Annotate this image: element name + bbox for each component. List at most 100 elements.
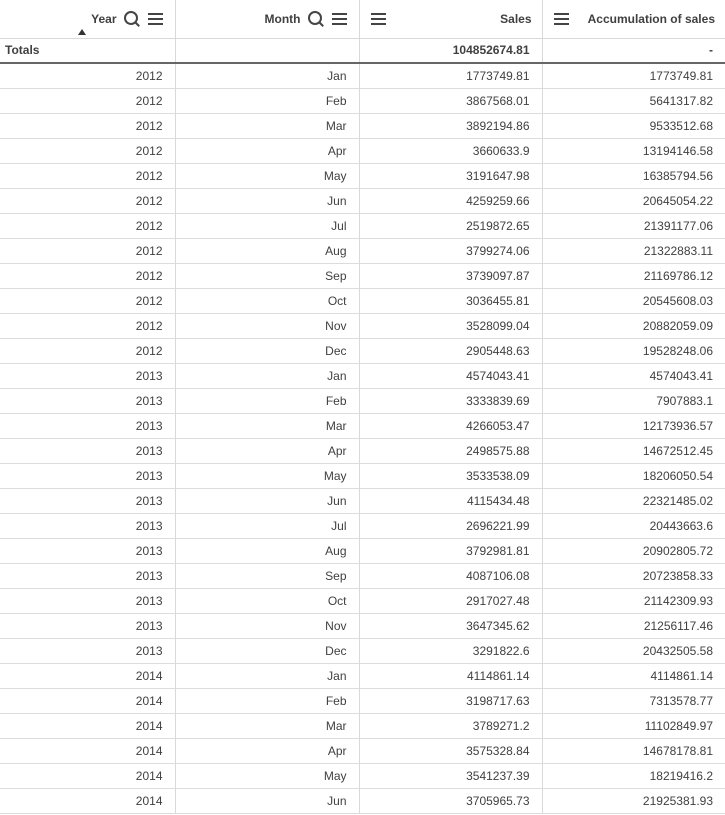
cell-year[interactable]: 2013 xyxy=(0,513,176,539)
cell-year[interactable]: 2013 xyxy=(0,413,176,439)
cell-year[interactable]: 2013 xyxy=(0,613,176,639)
cell-year[interactable]: 2014 xyxy=(0,763,176,789)
table-row[interactable]: 2013 Nov 3647345.62 21256117.46 xyxy=(0,613,725,639)
table-row[interactable]: 2013 Jun 4115434.48 22321485.02 xyxy=(0,488,725,514)
cell-year[interactable]: 2013 xyxy=(0,463,176,489)
table-row[interactable]: 2013 Jan 4574043.41 4574043.41 xyxy=(0,363,725,389)
cell-month[interactable]: Oct xyxy=(175,288,360,314)
cell-month[interactable]: May xyxy=(175,763,360,789)
cell-year[interactable]: 2012 xyxy=(0,213,176,239)
column-header-accumulation[interactable]: Accumulation of sales xyxy=(542,0,725,39)
cell-month[interactable]: May xyxy=(175,463,360,489)
cell-year[interactable]: 2014 xyxy=(0,663,176,689)
cell-year[interactable]: 2013 xyxy=(0,588,176,614)
cell-year[interactable]: 2012 xyxy=(0,238,176,264)
cell-year[interactable]: 2013 xyxy=(0,488,176,514)
cell-year[interactable]: 2014 xyxy=(0,788,176,814)
table-row[interactable]: 2013 Feb 3333839.69 7907883.1 xyxy=(0,388,725,414)
cell-month[interactable]: Mar xyxy=(175,413,360,439)
table-row[interactable]: 2013 Jul 2696221.99 20443663.6 xyxy=(0,513,725,539)
table-row[interactable]: 2014 Mar 3789271.2 11102849.97 xyxy=(0,713,725,739)
search-icon[interactable] xyxy=(307,10,325,27)
cell-month[interactable]: Jul xyxy=(175,213,360,239)
cell-month[interactable]: Jul xyxy=(175,513,360,539)
cell-month[interactable]: Jun xyxy=(175,488,360,514)
menu-icon[interactable] xyxy=(370,11,388,27)
cell-year[interactable]: 2013 xyxy=(0,563,176,589)
table-row[interactable]: 2013 Sep 4087106.08 20723858.33 xyxy=(0,563,725,589)
cell-month[interactable]: Sep xyxy=(175,563,360,589)
cell-month[interactable]: Jan xyxy=(175,363,360,389)
table-row[interactable]: 2012 Nov 3528099.04 20882059.09 xyxy=(0,313,725,339)
column-header-year[interactable]: Year xyxy=(0,0,176,39)
cell-year[interactable]: 2012 xyxy=(0,188,176,214)
cell-month[interactable]: Oct xyxy=(175,588,360,614)
cell-month[interactable]: Feb xyxy=(175,688,360,714)
table-row[interactable]: 2013 Mar 4266053.47 12173936.57 xyxy=(0,413,725,439)
cell-month[interactable]: Nov xyxy=(175,313,360,339)
cell-year[interactable]: 2014 xyxy=(0,713,176,739)
menu-icon[interactable] xyxy=(331,11,349,27)
table-row[interactable]: 2014 Jun 3705965.73 21925381.93 xyxy=(0,788,725,814)
cell-year[interactable]: 2012 xyxy=(0,163,176,189)
cell-month[interactable]: Mar xyxy=(175,113,360,139)
column-header-month[interactable]: Month xyxy=(175,0,360,39)
cell-month[interactable]: Jun xyxy=(175,788,360,814)
table-row[interactable]: 2014 May 3541237.39 18219416.2 xyxy=(0,763,725,789)
cell-year[interactable]: 2012 xyxy=(0,313,176,339)
cell-month[interactable]: Feb xyxy=(175,388,360,414)
cell-month[interactable]: Nov xyxy=(175,613,360,639)
table-row[interactable]: 2012 Feb 3867568.01 5641317.82 xyxy=(0,88,725,114)
cell-month[interactable]: Apr xyxy=(175,738,360,764)
cell-year[interactable]: 2012 xyxy=(0,138,176,164)
cell-year[interactable]: 2014 xyxy=(0,688,176,714)
cell-month[interactable]: Jun xyxy=(175,188,360,214)
table-row[interactable]: 2012 Jan 1773749.81 1773749.81 xyxy=(0,63,725,89)
cell-year[interactable]: 2012 xyxy=(0,63,176,89)
table-row[interactable]: 2013 May 3533538.09 18206050.54 xyxy=(0,463,725,489)
table-row[interactable]: 2013 Apr 2498575.88 14672512.45 xyxy=(0,438,725,464)
cell-year[interactable]: 2012 xyxy=(0,113,176,139)
cell-year[interactable]: 2013 xyxy=(0,388,176,414)
table-row[interactable]: 2014 Apr 3575328.84 14678178.81 xyxy=(0,738,725,764)
cell-month[interactable]: Sep xyxy=(175,263,360,289)
cell-month[interactable]: Apr xyxy=(175,438,360,464)
column-header-sales[interactable]: Sales xyxy=(359,0,543,39)
cell-year[interactable]: 2013 xyxy=(0,363,176,389)
table-row[interactable]: 2013 Aug 3792981.81 20902805.72 xyxy=(0,538,725,564)
cell-year[interactable]: 2013 xyxy=(0,538,176,564)
cell-month[interactable]: Feb xyxy=(175,88,360,114)
table-row[interactable]: 2012 May 3191647.98 16385794.56 xyxy=(0,163,725,189)
table-row[interactable]: 2013 Dec 3291822.6 20432505.58 xyxy=(0,638,725,664)
cell-month[interactable]: Aug xyxy=(175,238,360,264)
table-row[interactable]: 2014 Feb 3198717.63 7313578.77 xyxy=(0,688,725,714)
cell-month[interactable]: Aug xyxy=(175,538,360,564)
table-row[interactable]: 2012 Jun 4259259.66 20645054.22 xyxy=(0,188,725,214)
cell-year[interactable]: 2013 xyxy=(0,638,176,664)
table-row[interactable]: 2014 Jan 4114861.14 4114861.14 xyxy=(0,663,725,689)
cell-month[interactable]: May xyxy=(175,163,360,189)
cell-year[interactable]: 2012 xyxy=(0,338,176,364)
cell-year[interactable]: 2014 xyxy=(0,738,176,764)
table-row[interactable]: 2012 Mar 3892194.86 9533512.68 xyxy=(0,113,725,139)
cell-month[interactable]: Jan xyxy=(175,663,360,689)
table-row[interactable]: 2012 Sep 3739097.87 21169786.12 xyxy=(0,263,725,289)
table-row[interactable]: 2012 Jul 2519872.65 21391177.06 xyxy=(0,213,725,239)
table-row[interactable]: 2012 Aug 3799274.06 21322883.11 xyxy=(0,238,725,264)
table-row[interactable]: 2012 Dec 2905448.63 19528248.06 xyxy=(0,338,725,364)
cell-year[interactable]: 2012 xyxy=(0,288,176,314)
table-row[interactable]: 2013 Oct 2917027.48 21142309.93 xyxy=(0,588,725,614)
cell-month[interactable]: Dec xyxy=(175,638,360,664)
cell-month[interactable]: Dec xyxy=(175,338,360,364)
cell-month[interactable]: Apr xyxy=(175,138,360,164)
cell-month[interactable]: Mar xyxy=(175,713,360,739)
table-row[interactable]: 2012 Apr 3660633.9 13194146.58 xyxy=(0,138,725,164)
cell-year[interactable]: 2012 xyxy=(0,88,176,114)
table-row[interactable]: 2012 Oct 3036455.81 20545608.03 xyxy=(0,288,725,314)
menu-icon[interactable] xyxy=(147,11,165,27)
menu-icon[interactable] xyxy=(553,11,571,27)
cell-year[interactable]: 2012 xyxy=(0,263,176,289)
search-icon[interactable] xyxy=(123,10,141,27)
cell-year[interactable]: 2013 xyxy=(0,438,176,464)
cell-month[interactable]: Jan xyxy=(175,63,360,89)
